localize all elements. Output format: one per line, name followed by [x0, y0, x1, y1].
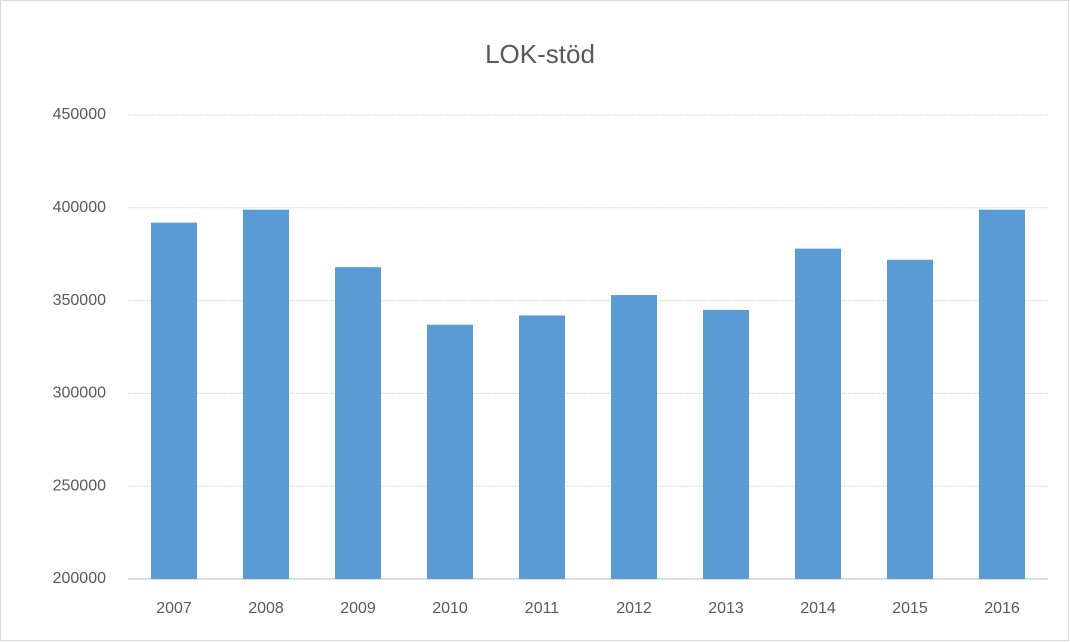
- x-tick-label: 2015: [892, 600, 928, 617]
- y-tick-label: 200000: [53, 570, 106, 587]
- y-tick-label: 450000: [53, 106, 106, 123]
- x-tick-label: 2011: [525, 600, 560, 617]
- x-tick-label: 2010: [432, 600, 468, 617]
- bar: [151, 222, 197, 579]
- x-tick-label: 2008: [248, 600, 284, 617]
- x-tick-label: 2007: [156, 600, 192, 617]
- y-tick-label: 250000: [53, 477, 106, 494]
- bar: [427, 324, 473, 579]
- x-tick-label: 2012: [616, 600, 652, 617]
- y-tick-label: 350000: [53, 292, 106, 309]
- chart-title: LOK-stöd: [485, 39, 595, 69]
- x-tick-label: 2014: [800, 600, 836, 617]
- bar: [243, 209, 289, 579]
- bar: [611, 295, 657, 579]
- bar: [887, 259, 933, 579]
- y-tick-label: 300000: [53, 385, 106, 402]
- x-tick-label: 2016: [984, 600, 1020, 617]
- bar: [335, 267, 381, 579]
- y-tick-label: 400000: [53, 199, 106, 216]
- x-tick-label: 2009: [340, 600, 376, 617]
- x-tick-label: 2013: [708, 600, 744, 617]
- bar: [979, 209, 1025, 579]
- bar: [703, 309, 749, 579]
- bar: [519, 315, 565, 579]
- bar: [795, 248, 841, 579]
